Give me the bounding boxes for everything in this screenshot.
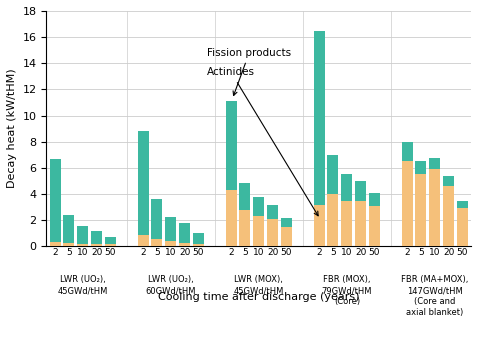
Bar <box>77 244 88 246</box>
Bar <box>152 199 162 239</box>
Bar <box>105 237 116 244</box>
Bar <box>91 231 102 244</box>
Bar <box>226 101 237 190</box>
Bar <box>313 31 324 205</box>
Y-axis label: Decay heat (kW/tHM): Decay heat (kW/tHM) <box>7 69 17 188</box>
Text: FBR (MOX),
79GWd/tHM
(Core): FBR (MOX), 79GWd/tHM (Core) <box>322 275 372 306</box>
Text: Fission products: Fission products <box>207 48 291 95</box>
Bar <box>105 244 116 246</box>
Bar <box>138 235 149 246</box>
Bar <box>457 208 468 246</box>
Bar <box>49 242 60 246</box>
Bar <box>443 176 454 186</box>
Bar <box>240 210 251 246</box>
Bar <box>179 223 190 243</box>
Bar <box>355 181 366 201</box>
Bar <box>281 218 292 227</box>
Bar <box>341 201 352 246</box>
Bar <box>77 226 88 244</box>
Bar <box>179 243 190 246</box>
Bar <box>369 206 380 246</box>
Bar <box>165 241 176 246</box>
Bar <box>152 239 162 246</box>
Bar <box>63 215 74 243</box>
Bar <box>63 243 74 246</box>
Bar <box>193 244 204 246</box>
Bar <box>193 233 204 244</box>
Bar <box>49 159 60 242</box>
Bar <box>313 205 324 246</box>
Bar <box>355 201 366 246</box>
Bar <box>416 175 426 246</box>
Bar <box>402 142 413 161</box>
Bar <box>429 158 440 169</box>
X-axis label: Cooling time after discharge (years): Cooling time after discharge (years) <box>158 291 360 302</box>
Text: LWR (UO₂),
60GWd/tHM: LWR (UO₂), 60GWd/tHM <box>145 275 196 295</box>
Text: LWR (UO₂),
45GWd/tHM: LWR (UO₂), 45GWd/tHM <box>58 275 108 295</box>
Text: FBR (MA+MOX),
147GWd/tHM
(Core and
axial blanket): FBR (MA+MOX), 147GWd/tHM (Core and axial… <box>401 275 468 318</box>
Bar <box>369 193 380 206</box>
Bar <box>91 244 102 246</box>
Bar <box>253 197 264 216</box>
Bar <box>240 183 251 210</box>
Bar <box>267 219 278 246</box>
Bar <box>281 227 292 246</box>
Bar <box>138 131 149 235</box>
Bar <box>416 161 426 175</box>
Bar <box>165 216 176 241</box>
Bar <box>443 186 454 246</box>
Text: LWR (MOX),
45GWd/tHM: LWR (MOX), 45GWd/tHM <box>234 275 284 295</box>
Bar <box>429 169 440 246</box>
Bar <box>402 161 413 246</box>
Bar <box>341 175 352 201</box>
Bar <box>267 205 278 219</box>
Bar <box>226 190 237 246</box>
Bar <box>327 155 338 194</box>
Bar <box>457 201 468 208</box>
Bar <box>253 216 264 246</box>
Text: Actinides: Actinides <box>207 68 318 216</box>
Bar <box>327 194 338 246</box>
